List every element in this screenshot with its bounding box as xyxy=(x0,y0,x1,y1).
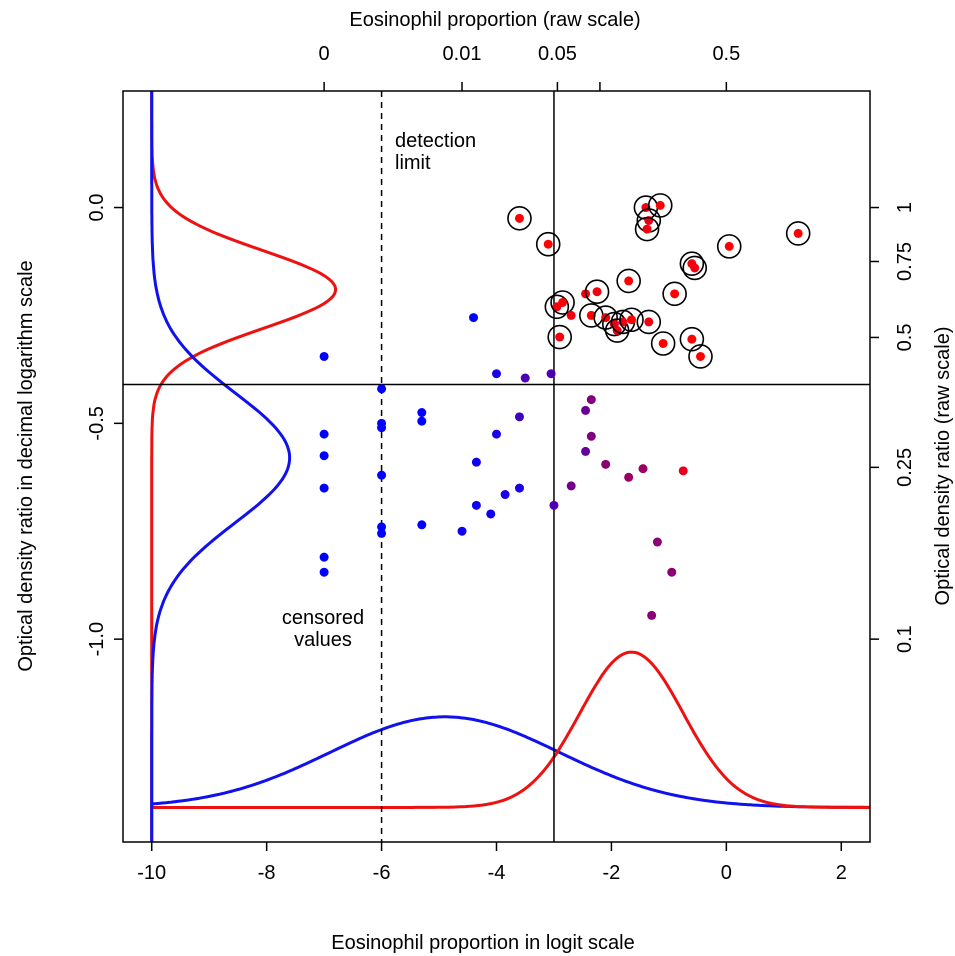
data-point-30 xyxy=(320,451,329,460)
data-point-52 xyxy=(515,412,524,421)
data-point-36 xyxy=(377,423,386,432)
data-point-45 xyxy=(472,458,481,467)
x-tick-label-0: -10 xyxy=(137,862,166,884)
annotation-detection-limit-line2: limit xyxy=(395,152,431,174)
data-point-60 xyxy=(587,432,596,441)
data-point-47 xyxy=(486,509,495,518)
data-point-42 xyxy=(417,520,426,529)
top-tick-label-4: 0.5 xyxy=(712,43,740,65)
data-point-49 xyxy=(492,430,501,439)
y-axis-title-right: Optical density ratio (raw scale) xyxy=(932,327,954,606)
x-tick-label-5: 0 xyxy=(721,862,732,884)
data-point-13 xyxy=(624,276,633,285)
y-tick-label-0: 0.0 xyxy=(86,194,108,222)
x-tick-label-1: -8 xyxy=(258,862,276,884)
data-point-58 xyxy=(581,447,590,456)
data-point-24 xyxy=(687,335,696,344)
data-point-54 xyxy=(547,369,556,378)
data-point-63 xyxy=(639,464,648,473)
data-point-41 xyxy=(417,417,426,426)
data-point-46 xyxy=(472,501,481,510)
x-axis-title-bottom: Eosinophil proportion in logit scale xyxy=(331,932,635,954)
left-density-blue xyxy=(152,91,290,842)
data-point-62 xyxy=(624,473,633,482)
x-axis-title-top: Eosinophil proportion (raw scale) xyxy=(349,9,640,31)
data-point-18 xyxy=(644,317,653,326)
right-tick-label-0: 1 xyxy=(894,202,916,213)
data-point-33 xyxy=(320,568,329,577)
data-point-26 xyxy=(725,242,734,251)
x-tick-label-3: -4 xyxy=(488,862,506,884)
data-point-55 xyxy=(549,501,558,510)
data-point-37 xyxy=(377,471,386,480)
top-tick-label-2: 0.05 xyxy=(538,43,577,65)
data-points xyxy=(320,194,810,620)
data-point-27 xyxy=(794,229,803,238)
data-point-28 xyxy=(320,352,329,361)
x-tick-label-4: -2 xyxy=(603,862,621,884)
top-tick-label-0: 0 xyxy=(319,43,330,65)
x-tick-label-6: 2 xyxy=(836,862,847,884)
top-tick-label-1: 0.01 xyxy=(443,43,482,65)
right-tick-label-3: 0.25 xyxy=(894,448,916,487)
data-point-20 xyxy=(659,339,668,348)
data-point-5 xyxy=(567,311,576,320)
data-point-40 xyxy=(417,408,426,417)
data-point-21 xyxy=(670,289,679,298)
density-curves xyxy=(152,91,870,842)
data-point-66 xyxy=(667,568,676,577)
right-tick-label-1: 0.75 xyxy=(894,242,916,281)
data-point-14 xyxy=(627,315,636,324)
data-point-23 xyxy=(690,263,699,272)
data-point-65 xyxy=(653,538,662,547)
bottom-density-blue xyxy=(152,717,870,808)
data-point-4 xyxy=(558,298,567,307)
data-point-29 xyxy=(320,430,329,439)
data-point-8 xyxy=(593,287,602,296)
data-point-59 xyxy=(587,395,596,404)
data-point-57 xyxy=(581,406,590,415)
right-tick-label-4: 0.1 xyxy=(894,625,916,653)
data-point-34 xyxy=(377,384,386,393)
right-tick-label-2: 0.5 xyxy=(894,324,916,352)
data-point-0 xyxy=(515,214,524,223)
data-point-64 xyxy=(679,466,688,475)
y-tick-label-1: -0.5 xyxy=(86,406,108,440)
axis-ticks: -10 -8 -6 -4 -2 0 2 0 0.01 0.05 0.5 0.0 -0.5 -1.0 1 0.7… xyxy=(86,43,916,884)
y-tick-label-2: -1.0 xyxy=(86,622,108,656)
x-tick-label-2: -6 xyxy=(373,862,391,884)
data-point-43 xyxy=(458,527,467,536)
data-point-17 xyxy=(643,225,652,234)
left-density-red xyxy=(152,91,336,842)
data-point-50 xyxy=(501,490,510,499)
annotation-censored-values-line1: censored xyxy=(282,607,364,629)
data-point-31 xyxy=(320,484,329,493)
data-point-67 xyxy=(647,611,656,620)
data-point-51 xyxy=(515,484,524,493)
data-point-44 xyxy=(469,313,478,322)
data-point-39 xyxy=(377,529,386,538)
data-point-19 xyxy=(656,201,665,210)
data-point-25 xyxy=(696,352,705,361)
annotation-censored-values-line2: values xyxy=(294,629,352,651)
data-point-53 xyxy=(521,374,530,383)
data-point-56 xyxy=(567,481,576,490)
data-point-61 xyxy=(601,460,610,469)
data-point-3 xyxy=(555,333,564,342)
data-point-1 xyxy=(544,240,553,249)
data-point-48 xyxy=(492,369,501,378)
reference-lines xyxy=(123,91,870,842)
plot-frame xyxy=(123,91,870,842)
annotation-detection-limit-line1: detection xyxy=(395,130,476,152)
data-point-32 xyxy=(320,553,329,562)
y-axis-title-left: Optical density ratio in decimal logarit… xyxy=(15,260,37,671)
